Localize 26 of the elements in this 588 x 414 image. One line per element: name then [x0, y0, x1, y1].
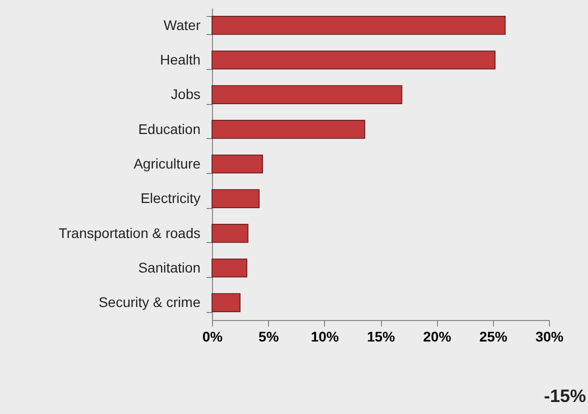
y-tick-label: Transportation & roads: [58, 224, 200, 241]
bar: [212, 50, 496, 70]
bar: [212, 258, 248, 278]
y-tick-label: Education: [138, 120, 200, 137]
y-tick-label: Jobs: [170, 86, 200, 102]
bar: [212, 293, 240, 312]
bar: [212, 120, 366, 139]
bar: [212, 16, 506, 35]
x-tick-label: 25%: [479, 328, 508, 344]
y-tick-label: Agriculture: [134, 156, 201, 172]
x-tick-label: 15%: [366, 328, 396, 344]
y-tick-label: Health: [160, 52, 200, 68]
y-tick-label: Electricity: [140, 190, 200, 206]
x-tick-label: 30%: [535, 328, 564, 344]
x-tick-label: 5%: [258, 328, 280, 344]
y-tick-label: Security & crime: [98, 294, 201, 310]
x-tick-label: 0%: [202, 328, 224, 344]
x-tick-label: 10%: [310, 328, 340, 344]
bar: [212, 85, 402, 104]
bar: [212, 224, 248, 243]
y-tick-label: Sanitation: [138, 260, 200, 276]
y-tick-label: Water: [164, 16, 201, 33]
bar: [212, 189, 260, 208]
x-tick-label: 20%: [423, 328, 452, 344]
text: -15%: [544, 386, 586, 406]
bar: [212, 154, 263, 174]
